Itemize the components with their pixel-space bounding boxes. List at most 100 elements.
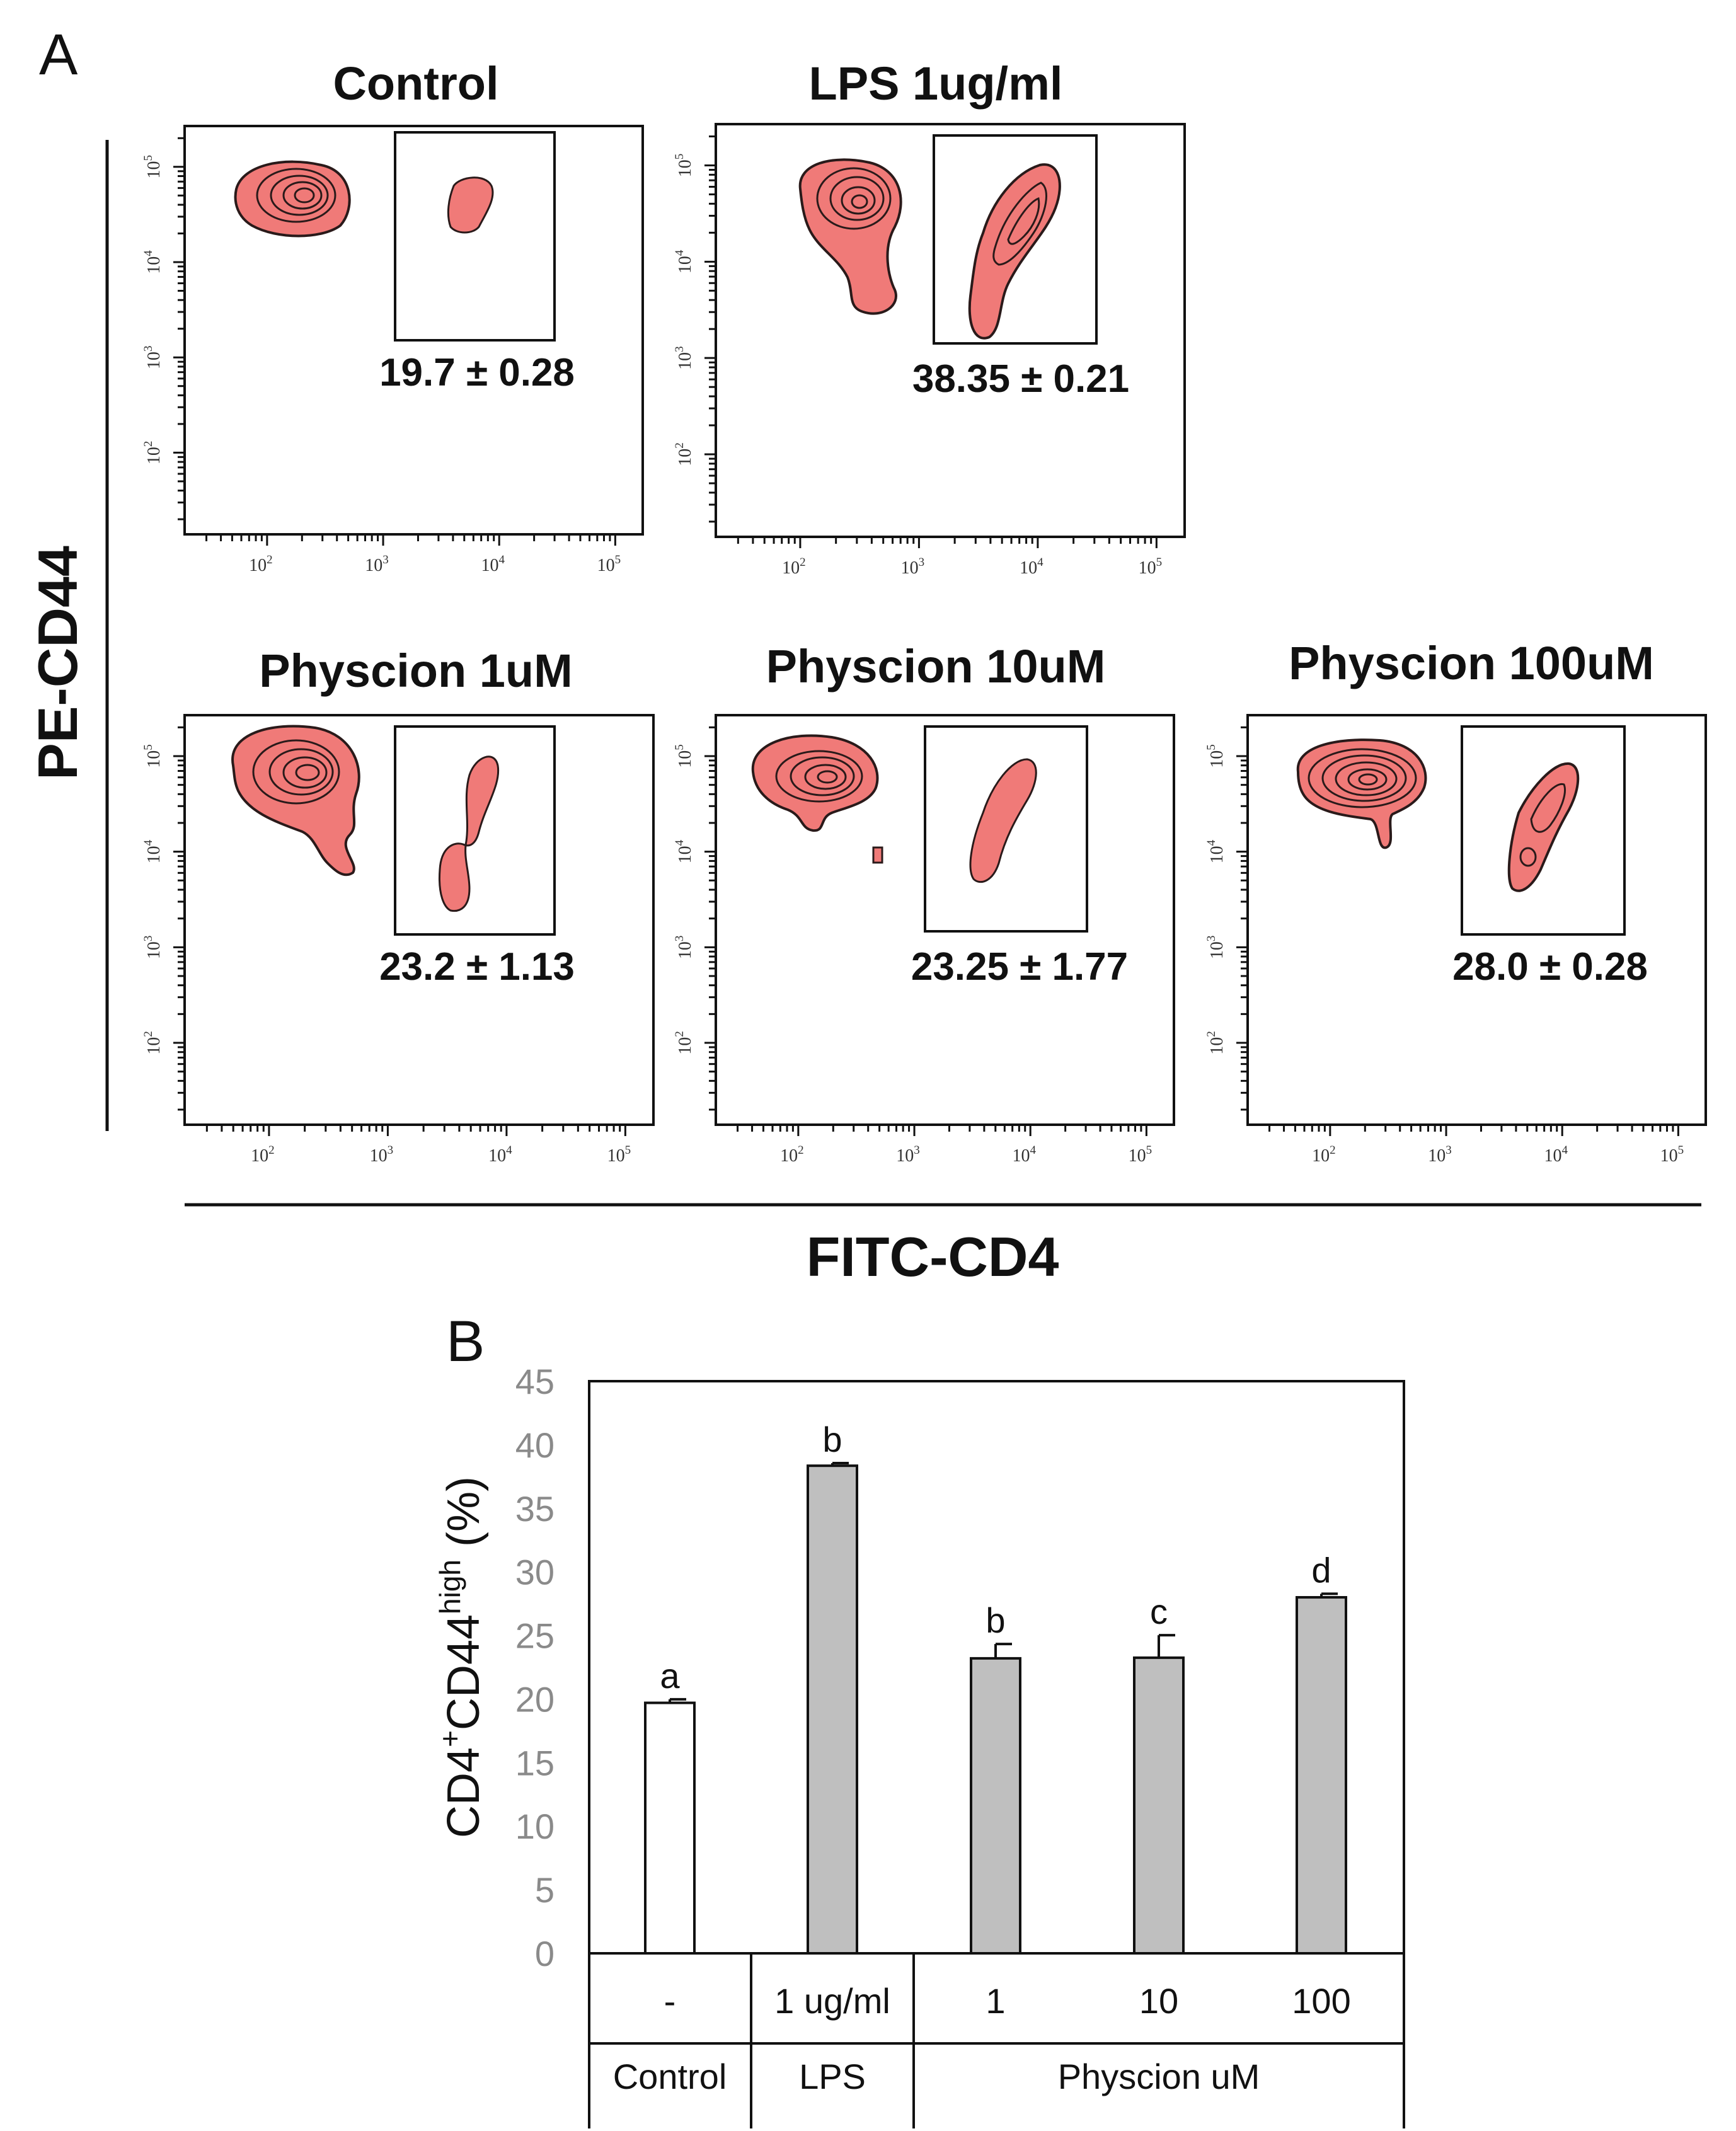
significance-letter: a xyxy=(660,1656,680,1696)
x-tick-label: 104 xyxy=(481,553,505,575)
y-tick-label: 105 xyxy=(673,744,695,768)
flow-panel-control: Control 19.7 ± 0.28 xyxy=(183,57,644,536)
x-tick-label: 103 xyxy=(1428,1144,1452,1166)
contour-population xyxy=(231,725,360,876)
x-tick-label: 103 xyxy=(896,1144,920,1166)
flow-panel-title: Control xyxy=(333,57,498,110)
bar-y-axis: 0 5 10 15 20 25 30 35 40 45 xyxy=(515,1362,555,1973)
x-tick-label: 105 xyxy=(1129,1144,1153,1166)
group-label-control: Control xyxy=(613,2057,727,2096)
flow-panel-title: Physcion 10uM xyxy=(766,640,1106,692)
flow-axis-ticks: 102 103 104 105 105 104 103 102 102 103 104 105 105 1… xyxy=(142,135,1684,1166)
y-tick-label: 105 xyxy=(142,744,164,768)
category-label: - xyxy=(664,1981,676,2021)
bar-y-tick-label: 0 xyxy=(535,1934,555,1973)
flow-panel-title: Physcion 100uM xyxy=(1289,637,1654,689)
bar-y-tick-label: 30 xyxy=(515,1553,555,1592)
y-tick-label: 105 xyxy=(673,154,695,178)
x-tick-label: 105 xyxy=(597,553,621,575)
y-tick-label: 104 xyxy=(673,250,695,273)
y-tick-label: 104 xyxy=(673,839,695,863)
category-label: 10 xyxy=(1139,1981,1178,2021)
y-tick-label: 102 xyxy=(142,441,164,465)
y-tick-label: 102 xyxy=(1205,1031,1227,1055)
y-tick-label: 103 xyxy=(673,346,695,370)
group-label-lps: LPS xyxy=(799,2057,866,2096)
x-tick-label: 104 xyxy=(1020,556,1043,578)
x-tick-label: 105 xyxy=(1660,1144,1684,1166)
x-tick-label: 104 xyxy=(488,1144,512,1166)
y-tick-label: 103 xyxy=(142,345,164,369)
gate-percentage-label: 23.25 ± 1.77 xyxy=(911,945,1128,989)
gated-population xyxy=(968,163,1061,340)
flow-panel-title: LPS 1ug/ml xyxy=(809,57,1063,110)
x-tick-label: 102 xyxy=(251,1144,275,1166)
bar-y-tick-label: 35 xyxy=(515,1489,555,1529)
flow-panel-physcion-100: Physcion 100uM 28.0 ± 0.28 xyxy=(1246,637,1707,1126)
bar-4 xyxy=(1296,1596,1347,1955)
x-tick-label: 103 xyxy=(370,1144,394,1166)
bar-2 xyxy=(970,1657,1021,1955)
bar-categories: - 1 ug/ml 1 10 100 xyxy=(664,1981,1351,2021)
flow-panel-physcion-1: Physcion 1uM 23.2 ± 1.13 xyxy=(183,645,655,1126)
gate-box xyxy=(1461,725,1626,936)
bar-y-tick-label: 45 xyxy=(515,1362,555,1401)
category-label: 1 ug/ml xyxy=(774,1981,890,2021)
panel-label-a: A xyxy=(39,23,78,87)
bar-series: a b b c d xyxy=(644,1420,1347,1955)
panel-label-b: B xyxy=(446,1309,485,1374)
y-tick-label: 104 xyxy=(142,839,164,863)
x-tick-label: 102 xyxy=(782,556,806,578)
bar-3 xyxy=(1133,1656,1185,1955)
bar-y-tick-label: 20 xyxy=(515,1679,555,1719)
category-label: 100 xyxy=(1292,1981,1350,2021)
y-tick-label: 102 xyxy=(142,1031,164,1055)
x-tick-label: 105 xyxy=(607,1144,631,1166)
y-tick-label: 104 xyxy=(1205,839,1227,863)
gate-box xyxy=(394,725,556,936)
x-tick-label: 102 xyxy=(780,1144,804,1166)
gate-box xyxy=(394,131,556,342)
flow-plot-frame xyxy=(715,123,1186,538)
significance-letter: c xyxy=(1150,1592,1168,1631)
y-tick-label: 105 xyxy=(142,155,164,179)
contour-population xyxy=(1296,738,1427,849)
gated-population xyxy=(438,755,500,912)
flow-y-axis-title: PE-CD44 xyxy=(26,546,89,780)
contour-population xyxy=(751,734,883,864)
gate-percentage-label: 23.2 ± 1.13 xyxy=(379,945,575,989)
contour-population xyxy=(234,160,351,238)
gated-population xyxy=(969,758,1037,883)
contour-population xyxy=(798,158,902,315)
y-tick-label: 102 xyxy=(673,1031,695,1055)
bar-1 xyxy=(807,1464,858,1955)
bar-y-axis-title: CD4+CD44high (%) xyxy=(434,1476,489,1838)
bar-y-tick-label: 5 xyxy=(535,1870,555,1910)
significance-letter: b xyxy=(822,1420,842,1459)
flow-x-axis-title: FITC-CD4 xyxy=(807,1226,1059,1288)
x-tick-label: 103 xyxy=(901,556,925,578)
bar-y-tick-label: 10 xyxy=(515,1806,555,1846)
significance-letter: d xyxy=(1311,1550,1331,1590)
gate-percentage-label: 19.7 ± 0.28 xyxy=(379,351,575,394)
flow-plot-frame xyxy=(183,125,644,536)
gated-population xyxy=(1507,762,1580,892)
bar-y-tick-label: 40 xyxy=(515,1425,555,1465)
flow-panel-title: Physcion 1uM xyxy=(259,645,573,697)
y-tick-label: 105 xyxy=(1205,744,1227,768)
gate-percentage-label: 38.35 ± 0.21 xyxy=(912,357,1129,401)
bar-y-tick-label: 15 xyxy=(515,1743,555,1783)
y-tick-label: 103 xyxy=(1205,936,1227,960)
gated-population xyxy=(447,176,494,234)
y-tick-label: 102 xyxy=(673,442,695,466)
gate-box xyxy=(924,725,1088,933)
x-tick-label: 102 xyxy=(249,553,273,575)
category-label: 1 xyxy=(986,1981,1005,2021)
x-tick-label: 102 xyxy=(1312,1144,1336,1166)
significance-letter: b xyxy=(986,1600,1005,1640)
flow-plot-frame xyxy=(1246,714,1707,1126)
x-tick-label: 105 xyxy=(1139,556,1163,578)
x-tick-label: 104 xyxy=(1012,1144,1036,1166)
y-tick-label: 103 xyxy=(142,936,164,960)
x-tick-label: 104 xyxy=(1544,1144,1568,1166)
